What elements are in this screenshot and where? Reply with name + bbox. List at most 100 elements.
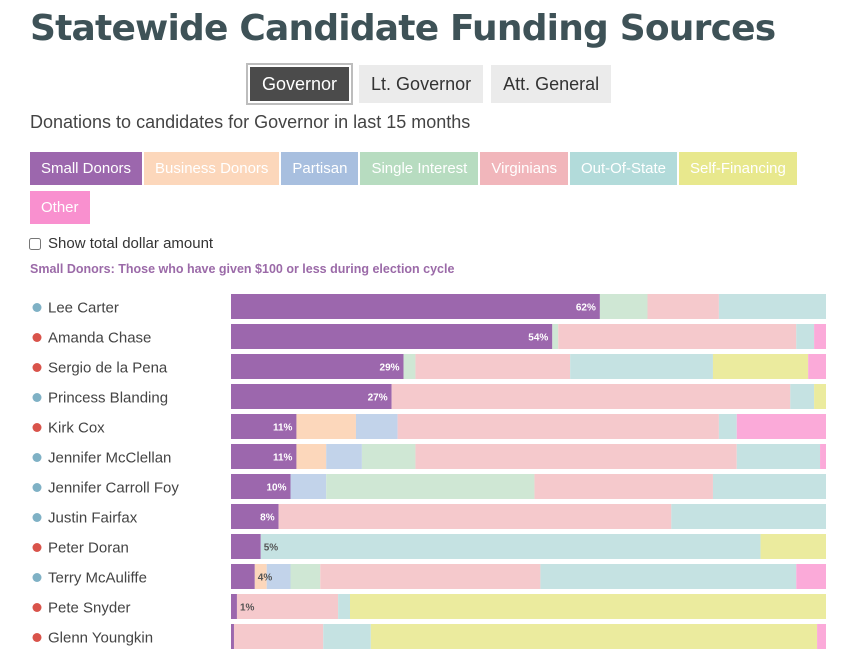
bar-segment xyxy=(326,474,535,499)
office-tab-governor[interactable]: Governor xyxy=(245,63,354,105)
bar-segment xyxy=(647,294,719,319)
candidate-row[interactable]: Lee Carter 62% xyxy=(32,294,827,319)
bar-segment xyxy=(233,624,324,649)
party-dot xyxy=(32,393,42,402)
bar-value-label: 29% xyxy=(380,363,400,374)
candidate-row[interactable]: Peter Doran 5% xyxy=(32,534,827,559)
party-dot xyxy=(32,423,42,432)
category-description: Small Donors: Those who have given $100 … xyxy=(30,262,455,276)
party-dot xyxy=(32,333,42,342)
candidate-row[interactable]: Amanda Chase 54% xyxy=(32,324,827,349)
bar-segment xyxy=(370,624,818,649)
bar-segment xyxy=(820,444,826,469)
party-dot xyxy=(32,543,42,552)
candidate-row[interactable]: Justin Fairfax 8% xyxy=(32,504,827,529)
bar-value-label: 27% xyxy=(368,393,388,404)
party-dot xyxy=(32,513,42,522)
candidate-name: Jennifer McClellan xyxy=(48,450,171,467)
bar-segment xyxy=(817,624,826,649)
candidate-row[interactable]: Sergio de la Pena 29% xyxy=(32,354,827,379)
candidate-row[interactable]: Glenn Youngkin xyxy=(32,624,827,649)
bar-value-label: 54% xyxy=(528,333,548,344)
bar-value-label: 11% xyxy=(273,453,293,464)
bar-segment xyxy=(236,594,339,619)
bar-segment xyxy=(231,504,279,529)
candidate-row[interactable]: Terry McAuliffe 4% xyxy=(32,564,827,589)
show-total-checkbox[interactable] xyxy=(29,237,41,250)
bar-value-label: 5% xyxy=(264,543,279,554)
bar-segment xyxy=(231,594,237,619)
category-single-interest[interactable]: Single Interest xyxy=(360,152,479,185)
candidate-name: Lee Carter xyxy=(48,300,119,317)
bar-segment xyxy=(231,534,261,559)
party-dot xyxy=(32,453,42,462)
show-total-toggle[interactable]: Show total dollar amount xyxy=(29,235,213,252)
bar-segment xyxy=(736,444,821,469)
bar-segment xyxy=(712,354,809,379)
bar-segment xyxy=(599,294,648,319)
office-selector: Governor Lt. Governor Att. General xyxy=(245,63,612,105)
category-virginians[interactable]: Virginians xyxy=(480,152,568,185)
category-out-of-state[interactable]: Out-Of-State xyxy=(569,152,677,185)
candidate-name: Jennifer Carroll Foy xyxy=(48,480,179,497)
bar-segment xyxy=(736,414,826,439)
bar-segment xyxy=(415,354,571,379)
candidate-row[interactable]: Pete Snyder 1% xyxy=(32,594,827,619)
party-dot xyxy=(32,633,42,642)
party-dot xyxy=(32,573,42,582)
bar-segment xyxy=(254,564,267,589)
bar-segment xyxy=(338,594,350,619)
category-filter: Small Donors Business Donors Partisan Singl… xyxy=(30,152,820,224)
bar-segment xyxy=(671,504,826,529)
bar-segment xyxy=(355,414,398,439)
bar-segment xyxy=(570,354,713,379)
bar-segment xyxy=(290,474,327,499)
bar-segment xyxy=(266,564,291,589)
chart-subtitle: Donations to candidates for Governor in … xyxy=(30,112,471,132)
bar-segment xyxy=(296,444,327,469)
bar-segment xyxy=(718,294,826,319)
candidate-row[interactable]: Kirk Cox 11% xyxy=(32,414,827,439)
bar-segment xyxy=(231,324,553,349)
bar-segment xyxy=(558,324,797,349)
candidate-row[interactable]: Princess Blanding 27% xyxy=(32,384,827,409)
party-dot xyxy=(32,303,42,312)
candidate-row[interactable]: Jennifer Carroll Foy 10% xyxy=(32,474,827,499)
bar-segment xyxy=(231,474,291,499)
bar-segment xyxy=(231,414,297,439)
category-self-financing[interactable]: Self-Financing xyxy=(678,152,797,185)
category-other[interactable]: Other xyxy=(30,191,90,224)
candidate-name: Glenn Youngkin xyxy=(48,630,153,647)
bar-segment xyxy=(260,534,761,559)
bar-segment xyxy=(534,474,713,499)
candidate-name: Pete Snyder xyxy=(48,600,131,617)
bar-segment xyxy=(790,384,815,409)
bar-segment xyxy=(814,324,826,349)
candidate-row[interactable]: Jennifer McClellan 11% xyxy=(32,444,827,469)
candidate-name: Princess Blanding xyxy=(48,390,168,407)
bar-value-label: 8% xyxy=(260,513,275,524)
party-dot xyxy=(32,483,42,492)
bar-segment xyxy=(323,624,371,649)
category-partisan[interactable]: Partisan xyxy=(281,152,359,185)
candidate-name: Terry McAuliffe xyxy=(48,570,147,587)
bar-segment xyxy=(718,414,737,439)
bar-segment xyxy=(290,564,321,589)
office-tab-att-general[interactable]: Att. General xyxy=(491,65,612,103)
candidate-name: Sergio de la Pena xyxy=(48,360,168,377)
bar-segment xyxy=(808,354,826,379)
bar-segment xyxy=(361,444,416,469)
category-business-donors[interactable]: Business Donors xyxy=(144,152,280,185)
bar-segment xyxy=(415,444,737,469)
bar-segment xyxy=(391,384,791,409)
bar-segment xyxy=(796,324,815,349)
bar-segment xyxy=(296,414,356,439)
funding-chart: Lee Carter 62% Amanda Chase 54% Sergio de la… xyxy=(32,294,827,649)
bar-value-label: 11% xyxy=(273,423,293,434)
bar-segment xyxy=(397,414,719,439)
category-small-donors[interactable]: Small Donors xyxy=(30,152,143,185)
party-dot xyxy=(32,603,42,612)
bar-segment xyxy=(231,294,600,319)
office-tab-lt-governor[interactable]: Lt. Governor xyxy=(359,65,484,103)
bar-segment xyxy=(326,444,362,469)
